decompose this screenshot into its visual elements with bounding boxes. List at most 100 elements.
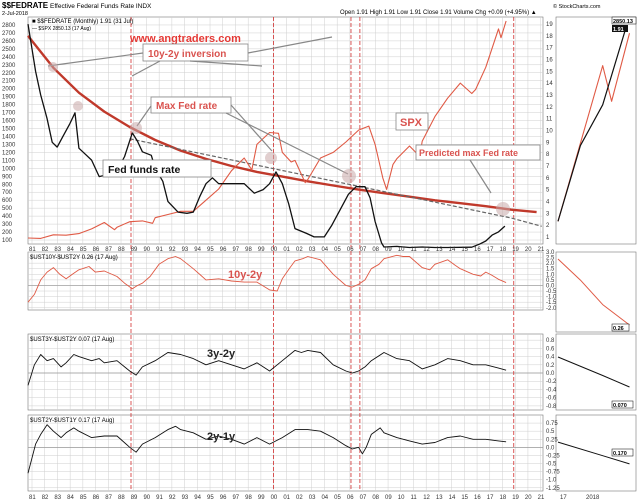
ytick-p3-0.75: 0.75 [546, 421, 558, 427]
xtick-bottom-04: 04 [321, 495, 328, 501]
xtick-87: 87 [105, 247, 112, 253]
p4-title: $UST2Y-$UST1Y 0.17 (17 Aug) [30, 418, 114, 424]
xtick-bottom-86: 86 [93, 495, 100, 501]
arrow-maxfed-2 [230, 104, 273, 152]
ytick-p2--0.4: -0.4 [546, 387, 557, 393]
xtick-bottom-97: 97 [232, 495, 239, 501]
xtick-17: 17 [487, 247, 494, 253]
tick-labels: 1002003004005006007008009001000110012001… [2, 22, 600, 501]
xtick-bottom-83: 83 [54, 495, 61, 501]
header-date: 2-Jul-2018 [2, 11, 28, 17]
xtick-91: 91 [156, 247, 163, 253]
xtick-bottom-06: 06 [347, 495, 354, 501]
ytick-left-1400: 1400 [2, 134, 16, 140]
ytick-p1-2.5: 2.5 [546, 256, 555, 262]
ytick-left-700: 700 [2, 190, 13, 196]
symbol-name: Effective Federal Funds Rate INDX [50, 3, 152, 10]
zoom-spx-line [557, 33, 631, 222]
ytick-p2--0.6: -0.6 [546, 396, 557, 402]
xtick-06: 06 [347, 247, 354, 253]
ytick-left-1300: 1300 [2, 142, 16, 148]
ytick-p1-1.5: 1.5 [546, 267, 555, 273]
ytick-p3--1.25: -1.25 [546, 486, 560, 492]
highlight-2000 [265, 152, 277, 164]
ytick-right-19: 19 [546, 22, 553, 28]
p3-value-tag: 0.070 [613, 403, 627, 409]
xtick-bottom-89: 89 [131, 495, 138, 501]
stockcharts-credit: © StockCharts.com [553, 3, 601, 10]
xtick-01: 01 [283, 247, 290, 253]
xtick-90: 90 [143, 247, 150, 253]
xtick-18: 18 [499, 247, 506, 253]
predicted-box [415, 144, 541, 161]
xtick-81: 81 [29, 247, 36, 253]
arrow-inversion-4 [189, 60, 263, 67]
ytick-p1--1: -1.0 [546, 295, 557, 301]
xtick-bottom-88: 88 [118, 495, 125, 501]
highlight-circles [48, 62, 510, 216]
ytick-right-2: 2 [546, 223, 550, 229]
xtick-bottom-00: 00 [271, 495, 278, 501]
p2-value-tag: 0.26 [613, 326, 624, 332]
xtick-bottom-11: 11 [410, 495, 417, 501]
symbol-title: $$FEDRATE [2, 1, 49, 10]
xtick-08: 08 [372, 247, 379, 253]
ytick-p3--0.25: -0.25 [546, 453, 560, 459]
highlight-1989 [130, 122, 142, 134]
xtick-99: 99 [258, 247, 265, 253]
xtick-84: 84 [67, 247, 74, 253]
main-panel [27, 16, 544, 245]
ytick-right-7: 7 [546, 164, 550, 170]
zoom-fedrate-line [557, 30, 626, 222]
xtick-15: 15 [461, 247, 468, 253]
ytick-p2-0.6: 0.6 [546, 346, 555, 352]
xtick-bottom-93: 93 [182, 495, 189, 501]
inversion-label: 10y-2y inversion [148, 49, 226, 60]
ytick-right-13: 13 [546, 93, 553, 99]
legend-fedrate: ■ $$FEDRATE (Monthly) 1.91 (31 Jul) [32, 19, 133, 25]
p4-value-tag: 0.170 [613, 451, 627, 457]
header-ohlc: Open 1.91 High 1.91 Low 1.91 Close 1.91 … [340, 10, 537, 16]
xtick-bottom-16: 16 [474, 495, 481, 501]
ytick-p2--0.2: -0.2 [546, 379, 557, 385]
ytick-right-16: 16 [546, 58, 553, 64]
xtick-04: 04 [321, 247, 328, 253]
spread-line-p1 [27, 254, 507, 303]
ytick-right-17: 17 [546, 46, 553, 52]
ytick-p3--0.5: -0.5 [546, 462, 557, 468]
xtick-bottom-91: 91 [156, 495, 163, 501]
arrow-maxfed-1 [136, 105, 152, 127]
ytick-left-100: 100 [2, 238, 13, 244]
ytick-p1--0.5: -0.5 [546, 289, 557, 295]
xtick-82: 82 [42, 247, 49, 253]
xtick-88: 88 [118, 247, 125, 253]
ytick-left-400: 400 [2, 214, 13, 220]
ytick-left-1700: 1700 [2, 111, 16, 117]
ytick-right-11: 11 [546, 117, 553, 123]
arrow-inversion-1 [47, 52, 144, 67]
ytick-right-12: 12 [546, 105, 553, 111]
xtick-02: 02 [296, 247, 303, 253]
xtick-bottom-81: 81 [29, 495, 36, 501]
xtick-86: 86 [93, 247, 100, 253]
ytick-left-1000: 1000 [2, 166, 16, 172]
ytick-p2-0: 0.0 [546, 371, 555, 377]
ytick-p2-0.2: 0.2 [546, 363, 555, 369]
spx-label: SPX [400, 117, 423, 129]
xtick-bottom-07: 07 [360, 495, 367, 501]
xtick-bottom-18: 18 [499, 495, 506, 501]
ytick-p3--1: -1.0 [546, 478, 557, 484]
ytick-left-800: 800 [2, 182, 13, 188]
ytick-right-14: 14 [546, 81, 553, 87]
xtick-bottom-96: 96 [220, 495, 227, 501]
zoom-10y2y-panel [555, 251, 637, 333]
xtick-14: 14 [449, 247, 456, 253]
ytick-p1-1: 1.0 [546, 272, 555, 278]
xtick-bottom-19: 19 [512, 495, 519, 501]
ytick-left-1900: 1900 [2, 95, 16, 101]
ytick-left-2500: 2500 [2, 47, 16, 53]
ytick-p3-0.25: 0.25 [546, 437, 558, 443]
ytick-left-2400: 2400 [2, 55, 16, 61]
xtick-bottom-87: 87 [105, 495, 112, 501]
ytick-p1-0: 0.0 [546, 283, 555, 289]
